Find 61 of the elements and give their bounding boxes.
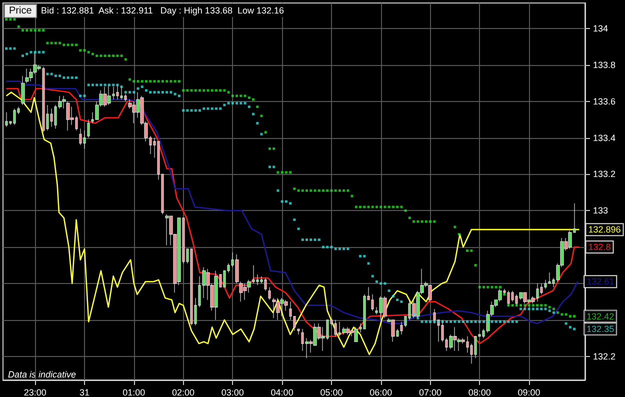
candlestick	[25, 68, 29, 84]
candlestick	[276, 298, 280, 320]
data-label: 132.35	[586, 324, 614, 334]
candlestick	[280, 298, 284, 317]
candlestick	[354, 326, 358, 342]
candlestick	[264, 278, 267, 292]
candlestick	[523, 292, 527, 304]
candlestick	[190, 248, 193, 326]
chart-subtitle: Bid : 132.881 Ask : 132.911 Day : High 133.68 Low 132.16	[41, 6, 284, 16]
candlestick	[243, 283, 247, 300]
y-tick-label: 133.4	[593, 132, 616, 143]
y-tick-label: 133.8	[593, 60, 616, 70]
x-tick-label: 05:00	[320, 388, 343, 397]
candlestick	[379, 296, 383, 320]
data-label: 132.42	[586, 311, 614, 322]
candlestick	[120, 86, 123, 100]
candlestick	[13, 108, 16, 126]
candlestick	[50, 108, 53, 128]
candlestick	[87, 119, 90, 138]
y-tick-label: 133.2	[593, 169, 616, 180]
candlestick	[5, 112, 8, 128]
x-tick-label: 02:00	[172, 388, 195, 397]
y-tick-label: 133.6	[593, 96, 616, 106]
candlestick	[346, 326, 350, 335]
x-tick-label: 04:00	[270, 388, 294, 397]
candlestick	[391, 320, 395, 342]
chart-title: Price	[9, 6, 32, 16]
x-tick-label: 23:00	[24, 388, 46, 397]
x-tick-label: 03:00	[221, 388, 244, 397]
candlestick	[334, 320, 337, 337]
candlestick	[214, 270, 218, 320]
candlestick	[83, 130, 86, 149]
candlestick	[62, 96, 66, 109]
x-tick-label: 01:00	[122, 388, 146, 397]
candlestick	[66, 101, 70, 131]
x-tick-label: 07:00	[418, 388, 442, 397]
candlestick	[272, 298, 276, 318]
candlestick	[165, 214, 169, 246]
x-tick-label: 09:00	[518, 388, 540, 397]
candlestick	[507, 290, 510, 306]
data-label: 132.8	[588, 242, 611, 252]
x-tick-label: 31	[79, 388, 90, 397]
candlestick	[297, 328, 300, 335]
y-tick-label: 133	[593, 206, 608, 216]
x-tick-label: 08:00	[468, 388, 491, 397]
y-tick-label: 134	[593, 24, 608, 34]
candlestick	[21, 76, 25, 106]
candlestick	[107, 84, 111, 106]
data-label: 132.61	[586, 276, 614, 287]
y-tick-label: 132.2	[593, 351, 616, 362]
candlestick	[428, 284, 432, 302]
candlestick	[383, 296, 387, 318]
candlestick	[519, 292, 523, 300]
candlestick	[268, 286, 271, 300]
data-label: 132.896	[588, 224, 621, 235]
x-tick-label: 06:00	[370, 388, 392, 397]
candlestick	[453, 326, 457, 352]
candlestick	[103, 86, 107, 108]
candlestick	[116, 84, 119, 100]
candlestick	[511, 290, 514, 302]
candlestick	[79, 128, 82, 146]
